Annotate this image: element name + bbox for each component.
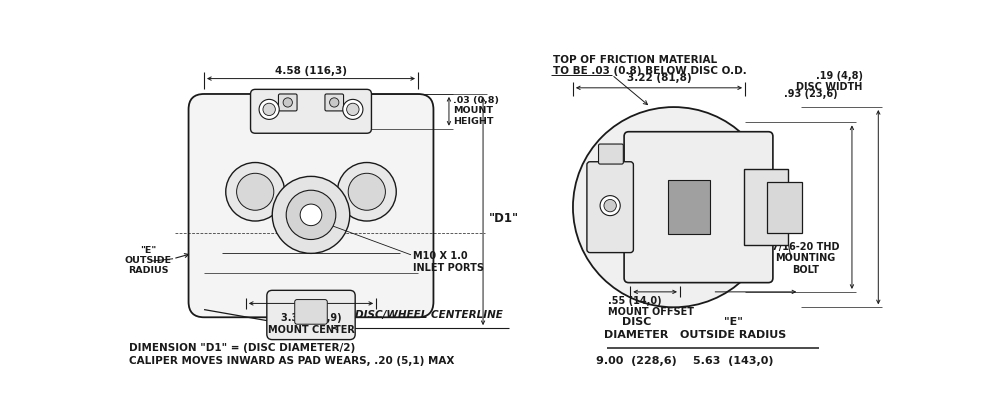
Text: TOP OF FRICTION MATERIAL
TO BE .03 (0.8) BELOW DISC O.D.: TOP OF FRICTION MATERIAL TO BE .03 (0.8)… (553, 55, 747, 76)
FancyBboxPatch shape (767, 182, 802, 233)
Circle shape (600, 196, 620, 216)
Text: 3.22 (81,8): 3.22 (81,8) (627, 73, 691, 83)
FancyBboxPatch shape (624, 132, 773, 283)
Circle shape (330, 98, 339, 107)
Text: 5.63  (143,0): 5.63 (143,0) (693, 356, 774, 366)
Text: "D1": "D1" (489, 212, 519, 225)
Circle shape (286, 190, 336, 240)
FancyBboxPatch shape (744, 169, 788, 245)
FancyBboxPatch shape (325, 94, 344, 111)
Text: .03 (0,8)
MOUNT
HEIGHT: .03 (0,8) MOUNT HEIGHT (453, 96, 499, 126)
Text: 4.58 (116,3): 4.58 (116,3) (275, 65, 347, 76)
Circle shape (347, 103, 359, 115)
Circle shape (263, 103, 275, 115)
Text: DISC: DISC (622, 317, 651, 327)
Text: "E"
OUTSIDE
RADIUS: "E" OUTSIDE RADIUS (125, 246, 172, 275)
Bar (668, 180, 710, 234)
Circle shape (573, 107, 774, 307)
Circle shape (343, 99, 363, 119)
Circle shape (272, 176, 350, 253)
Text: 9.00  (228,6): 9.00 (228,6) (596, 356, 677, 366)
FancyBboxPatch shape (599, 144, 623, 164)
FancyBboxPatch shape (189, 94, 433, 317)
Circle shape (604, 199, 616, 212)
FancyBboxPatch shape (251, 89, 371, 133)
Text: 3.38 (85,9)
MOUNT CENTER: 3.38 (85,9) MOUNT CENTER (268, 314, 354, 335)
Circle shape (237, 173, 274, 210)
Text: .93 (23,6): .93 (23,6) (784, 89, 838, 99)
Circle shape (337, 162, 396, 221)
Text: OUTSIDE RADIUS: OUTSIDE RADIUS (680, 330, 786, 340)
FancyBboxPatch shape (587, 162, 633, 253)
Text: "E": "E" (724, 317, 743, 327)
Circle shape (226, 162, 285, 221)
Text: CALIPER MOVES INWARD AS PAD WEARS, .20 (5,1) MAX: CALIPER MOVES INWARD AS PAD WEARS, .20 (… (129, 356, 454, 366)
Text: DIMENSION "D1" = (DISC DIAMETER/2): DIMENSION "D1" = (DISC DIAMETER/2) (129, 344, 355, 353)
Text: 7/16-20 THD
MOUNTING
BOLT: 7/16-20 THD MOUNTING BOLT (772, 242, 839, 275)
FancyBboxPatch shape (295, 300, 327, 324)
Circle shape (300, 204, 322, 226)
FancyBboxPatch shape (278, 94, 297, 111)
Text: .19 (4,8)
DISC WIDTH: .19 (4,8) DISC WIDTH (796, 71, 863, 92)
Circle shape (283, 98, 292, 107)
Text: DISC/WHEEL CENTERLINE: DISC/WHEEL CENTERLINE (355, 310, 503, 320)
Circle shape (259, 99, 279, 119)
Text: M10 X 1.0
INLET PORTS: M10 X 1.0 INLET PORTS (413, 251, 484, 272)
Circle shape (348, 173, 385, 210)
Text: .55 (14,0)
MOUNT OFFSET: .55 (14,0) MOUNT OFFSET (608, 296, 694, 317)
Text: DIAMETER: DIAMETER (604, 330, 669, 340)
FancyBboxPatch shape (267, 290, 355, 339)
